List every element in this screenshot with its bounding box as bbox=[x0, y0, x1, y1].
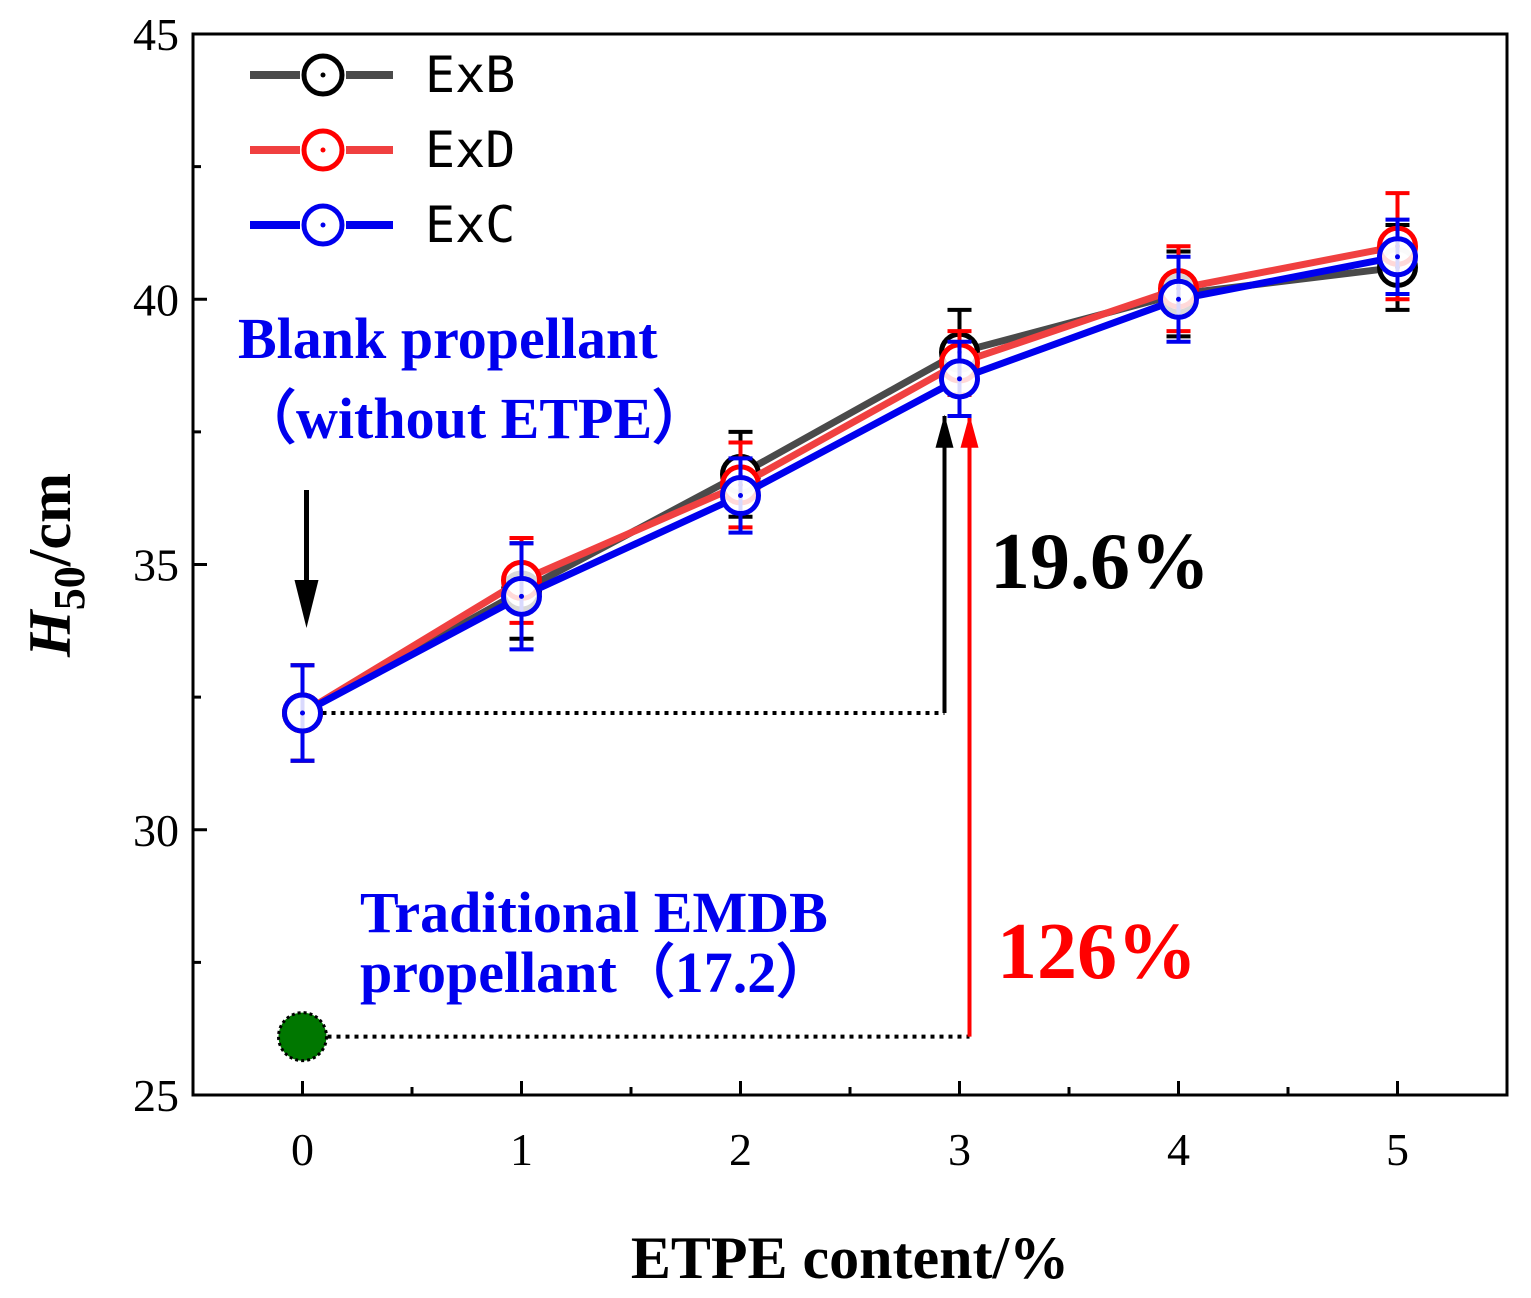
data-point-center bbox=[738, 493, 743, 499]
x-tick-label: 5 bbox=[1386, 1124, 1409, 1175]
series-layer bbox=[282, 191, 1418, 763]
legend-marker-center bbox=[320, 147, 326, 153]
x-tick-label: 2 bbox=[729, 1124, 752, 1175]
x-tick-label: 1 bbox=[510, 1124, 533, 1175]
data-point-center bbox=[1176, 296, 1181, 302]
legend-item-exb: ExB bbox=[250, 46, 515, 104]
y-tick-label: 40 bbox=[133, 274, 179, 325]
annotation-percent-black: 19.6% bbox=[990, 518, 1210, 606]
series-line-segment bbox=[1194, 246, 1382, 289]
black-arrow-head bbox=[935, 414, 954, 448]
x-tick-label: 4 bbox=[1167, 1124, 1190, 1175]
legend-item-exd: ExD bbox=[250, 121, 515, 179]
series-line-segment bbox=[316, 602, 508, 708]
y-tick-label: 35 bbox=[133, 540, 179, 591]
legend-label: ExB bbox=[425, 46, 515, 104]
x-tick-label: 0 bbox=[291, 1124, 314, 1175]
y-axis-title: H50/cm bbox=[17, 473, 94, 658]
red-arrow-head bbox=[960, 414, 979, 448]
series-exc bbox=[282, 217, 1418, 763]
series-line-segment bbox=[754, 384, 946, 490]
annotation-percent-red: 126% bbox=[997, 908, 1197, 996]
legend-item-exc: ExC bbox=[250, 196, 515, 254]
down-arrow-head bbox=[294, 580, 319, 628]
y-axis-title-unit: /cm bbox=[17, 473, 83, 567]
series-line-segment bbox=[754, 369, 946, 479]
series-line-segment bbox=[536, 500, 726, 592]
y-tick-label: 45 bbox=[133, 9, 179, 60]
annotation-traditional-line1: Traditional EMDB bbox=[360, 880, 828, 945]
y-tick-label: 25 bbox=[133, 1070, 179, 1121]
annotation-blank-line1: Blank propellant bbox=[238, 306, 658, 371]
x-axis-title: ETPE content/% bbox=[631, 1225, 1069, 1291]
legend: ExB ExD ExC bbox=[250, 46, 515, 254]
series-line-segment bbox=[754, 358, 946, 469]
series-line-segment bbox=[974, 291, 1164, 360]
data-point-center bbox=[300, 710, 305, 716]
y-axis-title-main: H bbox=[17, 608, 83, 658]
series-exd bbox=[282, 191, 1418, 763]
legend-label: ExD bbox=[425, 121, 515, 179]
legend-marker-center bbox=[320, 222, 326, 228]
data-point-center bbox=[519, 593, 524, 599]
data-point-center bbox=[1395, 254, 1400, 260]
series-line-segment bbox=[536, 489, 726, 576]
legend-marker-center bbox=[320, 72, 326, 78]
annotation-traditional-line2: propellant（17.2） bbox=[360, 940, 834, 1005]
y-axis-title-sub: 50 bbox=[45, 566, 94, 610]
annotation-blank-line2: （without ETPE） bbox=[238, 386, 710, 451]
series-line-segment bbox=[1194, 257, 1382, 299]
data-point-center bbox=[957, 376, 962, 382]
traditional-emdb-point bbox=[277, 1011, 328, 1063]
annotation-lines bbox=[277, 414, 979, 1063]
y-tick-label: 30 bbox=[133, 805, 179, 856]
plot-frame bbox=[191, 32, 1509, 1097]
legend-label: ExC bbox=[425, 196, 515, 254]
series-line-segment bbox=[974, 302, 1164, 376]
x-tick-label: 3 bbox=[948, 1124, 971, 1175]
